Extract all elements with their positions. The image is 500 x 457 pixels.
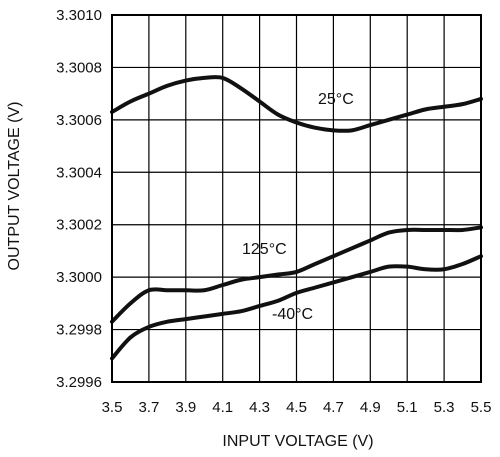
- series-label-25c: 25°C: [318, 91, 354, 108]
- y-axis-title: OUTPUT VOLTAGE (V): [6, 102, 23, 271]
- series-line-125c: [110, 225, 483, 324]
- y-tick-label: 3.2998: [56, 322, 102, 339]
- y-tick-labels: 3.2996 3.2998 3.3000 3.3002 3.3004 3.3006 3.30…: [56, 7, 102, 391]
- x-tick-label: 4.3: [249, 399, 270, 416]
- x-tick-label: 3.9: [175, 399, 196, 416]
- x-tick-label: 3.5: [102, 399, 123, 416]
- x-tick-label: 4.7: [323, 399, 344, 416]
- x-tick-labels: 3.5 3.7 3.9 4.1 4.3 4.5 4.7 4.9 5.1 5.3 5.5: [102, 399, 492, 416]
- y-tick-label: 3.3004: [56, 164, 102, 181]
- grid: [111, 14, 482, 383]
- x-tick-label: 3.7: [138, 399, 159, 416]
- series-label-minus40c: -40°C: [272, 306, 313, 323]
- x-tick-label: 4.9: [360, 399, 381, 416]
- x-tick-label: 4.1: [212, 399, 233, 416]
- y-tick-label: 3.3000: [56, 269, 102, 286]
- x-tick-label: 5.3: [434, 399, 455, 416]
- plot-frame: [111, 14, 482, 383]
- y-tick-label: 3.3002: [56, 217, 102, 234]
- y-tick-label: 3.2996: [56, 374, 102, 391]
- x-axis-title: INPUT VOLTAGE (V): [222, 433, 373, 450]
- x-tick-label: 5.5: [471, 399, 492, 416]
- y-tick-label: 3.3008: [56, 59, 102, 76]
- x-tick-label: 5.1: [397, 399, 418, 416]
- series-labels: 25°C 125°C -40°C: [242, 91, 354, 323]
- series-line-minus40c: [110, 254, 483, 361]
- x-tick-label: 4.5: [286, 399, 307, 416]
- y-tick-label: 3.3006: [56, 112, 102, 129]
- y-tick-label: 3.3010: [56, 7, 102, 24]
- series-line-25c: [110, 75, 483, 133]
- series-label-125c: 125°C: [242, 241, 287, 258]
- series-lines: [110, 75, 483, 361]
